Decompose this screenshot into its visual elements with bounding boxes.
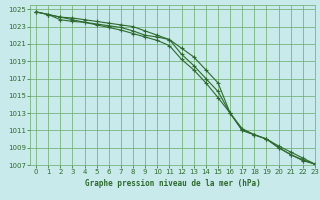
X-axis label: Graphe pression niveau de la mer (hPa): Graphe pression niveau de la mer (hPa) xyxy=(84,179,260,188)
